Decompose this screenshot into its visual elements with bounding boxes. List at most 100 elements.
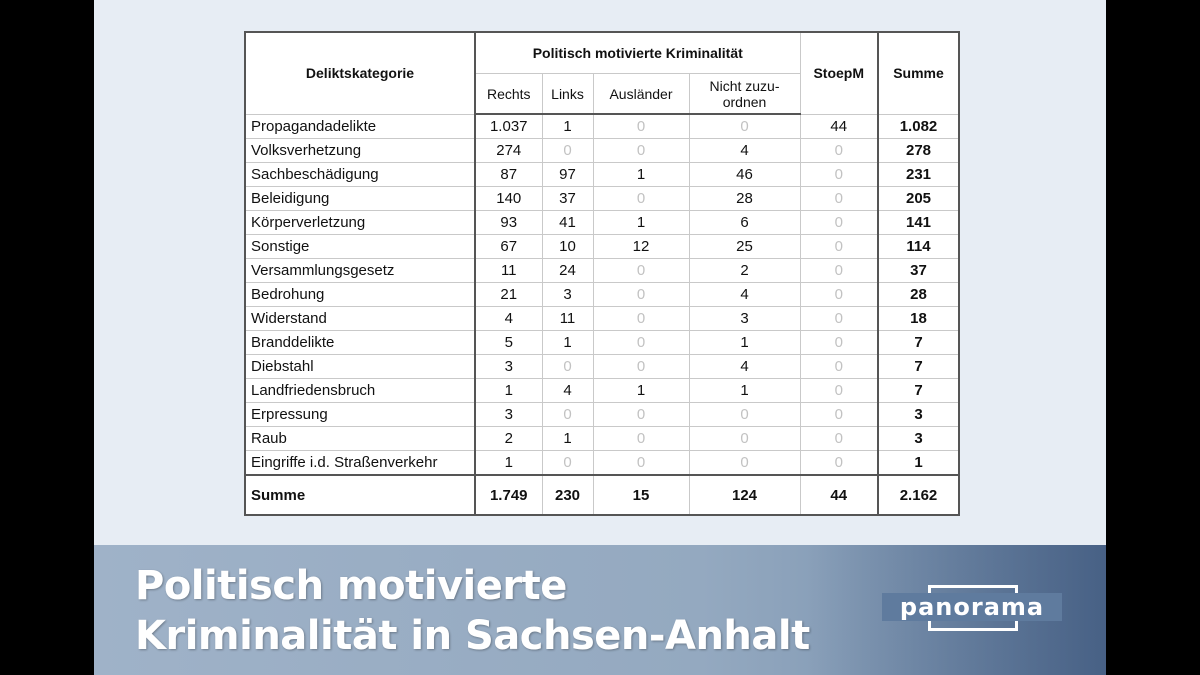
cell-stoepm: 0 (799, 330, 879, 355)
panorama-logo: panorama (882, 585, 1062, 635)
table-row: Propagandadelikte 1.037 1 0 0 44 1.082 (244, 113, 960, 139)
banner-title: Politisch motivierte Kriminalität in Sac… (135, 561, 810, 661)
cell-nicht-zuzuordnen: 1 (688, 378, 801, 403)
category-cell: Propagandadelikte (244, 113, 476, 139)
cell-rechts: 1.037 (474, 113, 543, 139)
category-cell: Raub (244, 426, 476, 451)
cell-links: 97 (541, 162, 594, 187)
cell-stoepm: 0 (799, 354, 879, 379)
cell-auslaender: 0 (592, 402, 690, 427)
cell-summe: 3 (877, 402, 960, 427)
cell-nicht-zuzuordnen: 0 (688, 402, 801, 427)
cell-summe: 1.082 (877, 113, 960, 139)
cell-stoepm: 0 (799, 258, 879, 283)
cell-rechts: 1 (474, 450, 543, 476)
banner-title-line2: Kriminalität in Sachsen-Anhalt (135, 613, 810, 659)
cell-summe: 28 (877, 282, 960, 307)
cell-summe: 231 (877, 162, 960, 187)
category-cell: Diebstahl (244, 354, 476, 379)
table-row: Widerstand 4 11 0 3 0 18 (244, 306, 960, 331)
cell-links: 4 (541, 378, 594, 403)
slide: Deliktskategorie Politisch motivierte Kr… (94, 0, 1106, 675)
table-row: Diebstahl 3 0 0 4 0 7 (244, 354, 960, 379)
header-auslaender: Ausländer (592, 73, 690, 115)
cell-auslaender: 0 (592, 258, 690, 283)
cell-nicht-zuzuordnen: 0 (688, 426, 801, 451)
cell-stoepm: 0 (799, 306, 879, 331)
cell-links: 1 (541, 330, 594, 355)
cell-nicht-zuzuordnen: 124 (688, 474, 801, 516)
statistics-table-card: Deliktskategorie Politisch motivierte Kr… (244, 31, 960, 516)
header-nicht-line1: Nicht zuzu- (709, 77, 780, 94)
cell-summe: 18 (877, 306, 960, 331)
cell-auslaender: 0 (592, 426, 690, 451)
header-links: Links (541, 73, 594, 115)
category-cell: Bedrohung (244, 282, 476, 307)
cell-nicht-zuzuordnen: 28 (688, 186, 801, 211)
cell-stoepm: 0 (799, 234, 879, 259)
cell-summe: 7 (877, 354, 960, 379)
cell-nicht-zuzuordnen: 4 (688, 354, 801, 379)
category-cell: Widerstand (244, 306, 476, 331)
header-nicht-line2: ordnen (722, 93, 767, 110)
cell-rechts: 1.749 (474, 474, 543, 516)
cell-nicht-zuzuordnen: 4 (688, 138, 801, 163)
cell-stoepm: 0 (799, 210, 879, 235)
cell-links: 3 (541, 282, 594, 307)
cell-stoepm: 0 (799, 402, 879, 427)
cell-nicht-zuzuordnen: 2 (688, 258, 801, 283)
cell-rechts: 87 (474, 162, 543, 187)
cell-nicht-zuzuordnen: 1 (688, 330, 801, 355)
cell-links: 24 (541, 258, 594, 283)
cell-links: 0 (541, 354, 594, 379)
cell-summe: 205 (877, 186, 960, 211)
cell-auslaender: 0 (592, 330, 690, 355)
cell-rechts: 3 (474, 354, 543, 379)
table-body: Propagandadelikte 1.037 1 0 0 44 1.082 Volksver… (244, 113, 960, 516)
cell-auslaender: 0 (592, 450, 690, 476)
cell-auslaender: 0 (592, 186, 690, 211)
cell-stoepm: 0 (799, 138, 879, 163)
cell-stoepm: 44 (799, 474, 879, 516)
cell-nicht-zuzuordnen: 25 (688, 234, 801, 259)
cell-stoepm: 0 (799, 282, 879, 307)
header-stoepm: StoepM (799, 31, 879, 115)
table-row: Branddelikte 5 1 0 1 0 7 (244, 330, 960, 355)
cell-stoepm: 0 (799, 186, 879, 211)
cell-rechts: 5 (474, 330, 543, 355)
cell-links: 230 (541, 474, 594, 516)
cell-links: 0 (541, 402, 594, 427)
cell-summe: 37 (877, 258, 960, 283)
banner-title-line1: Politisch motivierte (135, 563, 567, 609)
cell-links: 11 (541, 306, 594, 331)
header-summe: Summe (877, 31, 960, 115)
cell-summe: 3 (877, 426, 960, 451)
cell-auslaender: 0 (592, 282, 690, 307)
category-cell: Sachbeschädigung (244, 162, 476, 187)
cell-rechts: 67 (474, 234, 543, 259)
cell-links: 10 (541, 234, 594, 259)
cell-nicht-zuzuordnen: 46 (688, 162, 801, 187)
header-rechts: Rechts (474, 73, 543, 115)
category-cell: Körperverletzung (244, 210, 476, 235)
category-cell: Landfriedensbruch (244, 378, 476, 403)
cell-auslaender: 15 (592, 474, 690, 516)
table-row: Beleidigung 140 37 0 28 0 205 (244, 186, 960, 211)
total-label: Summe (244, 474, 476, 516)
cell-auslaender: 1 (592, 210, 690, 235)
cell-links: 0 (541, 450, 594, 476)
cell-nicht-zuzuordnen: 0 (688, 113, 801, 139)
cell-auslaender: 1 (592, 378, 690, 403)
cell-stoepm: 0 (799, 162, 879, 187)
table-row: Sonstige 67 10 12 25 0 114 (244, 234, 960, 259)
cell-stoepm: 0 (799, 450, 879, 476)
cell-links: 0 (541, 138, 594, 163)
cell-rechts: 11 (474, 258, 543, 283)
table-row: Eingriffe i.d. Straßenverkehr 1 0 0 0 0 1 (244, 450, 960, 476)
table-row: Erpressung 3 0 0 0 0 3 (244, 402, 960, 427)
cell-auslaender: 12 (592, 234, 690, 259)
cell-rechts: 274 (474, 138, 543, 163)
table-row: Körperverletzung 93 41 1 6 0 141 (244, 210, 960, 235)
cell-rechts: 2 (474, 426, 543, 451)
cell-rechts: 1 (474, 378, 543, 403)
